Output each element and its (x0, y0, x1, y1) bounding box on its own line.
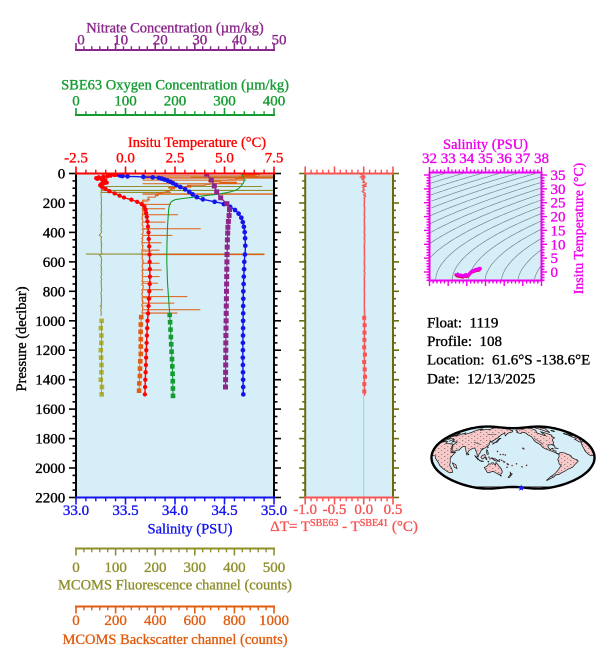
svg-text:35: 35 (478, 151, 493, 167)
svg-text:0: 0 (77, 33, 85, 49)
svg-text:400: 400 (43, 225, 66, 241)
svg-text:600: 600 (43, 255, 66, 271)
svg-text:-0.5: -0.5 (323, 502, 347, 518)
svg-text:800: 800 (223, 613, 246, 629)
svg-text:30: 30 (192, 33, 207, 49)
svg-text:300: 300 (213, 94, 236, 110)
svg-text:400: 400 (144, 613, 167, 629)
svg-text:200: 200 (43, 196, 66, 212)
svg-text:SBE63 Oxygen Concentration (µm: SBE63 Oxygen Concentration (µm/kg) (61, 78, 289, 94)
svg-text:35.0: 35.0 (261, 503, 287, 519)
svg-text:1000: 1000 (35, 314, 65, 330)
svg-text:Date: 12/13/2025: Date: 12/13/2025 (427, 372, 535, 388)
svg-text:37: 37 (515, 151, 531, 167)
svg-text:2000: 2000 (35, 461, 65, 477)
svg-text:1600: 1600 (35, 402, 65, 418)
svg-text:38: 38 (534, 151, 549, 167)
svg-text:400: 400 (263, 94, 286, 110)
svg-text:1000: 1000 (259, 613, 289, 629)
svg-text:36: 36 (497, 151, 513, 167)
svg-text:50: 50 (272, 33, 287, 49)
svg-text:20: 20 (153, 33, 168, 49)
svg-text:30: 30 (551, 182, 566, 198)
svg-text:Insitu Temperature (°C): Insitu Temperature (°C) (571, 163, 587, 295)
svg-text:10: 10 (551, 237, 566, 253)
svg-text:0: 0 (58, 167, 66, 183)
svg-text:34: 34 (459, 151, 475, 167)
svg-text:7.5: 7.5 (265, 151, 284, 167)
svg-text:15: 15 (551, 223, 566, 239)
svg-text:400: 400 (223, 560, 246, 576)
svg-text:-2.5: -2.5 (64, 151, 88, 167)
svg-text:MCOMS Fluorescence channel (co: MCOMS Fluorescence channel (counts) (58, 578, 292, 594)
svg-text:0: 0 (72, 613, 80, 629)
svg-text:800: 800 (43, 284, 66, 300)
svg-text:Profile: 108: Profile: 108 (427, 334, 502, 350)
svg-text:0: 0 (72, 94, 80, 110)
svg-text:Salinity (PSU): Salinity (PSU) (148, 522, 233, 538)
svg-text:-1.0: -1.0 (293, 502, 317, 518)
svg-text:33: 33 (441, 151, 456, 167)
svg-text:500: 500 (263, 560, 286, 576)
svg-text:200: 200 (144, 560, 167, 576)
svg-text:ΔT= TSBE63 - TSBE41 (°C): ΔT= TSBE63 - TSBE41 (°C) (270, 518, 418, 535)
svg-text:1200: 1200 (35, 343, 65, 359)
svg-text:200: 200 (164, 94, 187, 110)
svg-text:0.0: 0.0 (116, 151, 135, 167)
svg-text:100: 100 (104, 560, 127, 576)
svg-text:0: 0 (72, 560, 80, 576)
svg-text:Salinity (PSU): Salinity (PSU) (443, 137, 528, 153)
svg-text:5.0: 5.0 (215, 151, 234, 167)
svg-text:200: 200 (104, 613, 127, 629)
svg-text:Float: 1119: Float: 1119 (427, 316, 498, 332)
svg-text:2200: 2200 (35, 491, 65, 507)
svg-text:300: 300 (184, 560, 207, 576)
svg-text:5: 5 (551, 251, 559, 267)
svg-text:32: 32 (422, 151, 437, 167)
svg-text:MCOMS Backscatter channel (cou: MCOMS Backscatter channel (counts) (62, 632, 287, 648)
svg-text:600: 600 (184, 613, 207, 629)
svg-text:33.0: 33.0 (63, 503, 89, 519)
svg-text:100: 100 (114, 94, 137, 110)
svg-text:33.5: 33.5 (112, 503, 138, 519)
svg-text:Nitrate Concentration (µm/kg): Nitrate Concentration (µm/kg) (86, 20, 264, 36)
svg-text:25: 25 (551, 196, 566, 212)
svg-text:0.0: 0.0 (354, 502, 373, 518)
svg-text:40: 40 (232, 33, 247, 49)
svg-text:Pressure (decibar): Pressure (decibar) (14, 286, 30, 391)
svg-text:34.5: 34.5 (211, 503, 237, 519)
svg-text:20: 20 (551, 210, 566, 226)
svg-text:2.5: 2.5 (166, 151, 185, 167)
svg-text:Location: 61.6°S -138.6°E: Location: 61.6°S -138.6°E (427, 353, 590, 369)
svg-text:34.0: 34.0 (162, 503, 188, 519)
svg-text:35: 35 (551, 168, 566, 184)
svg-text:Insitu Temperature (°C): Insitu Temperature (°C) (128, 135, 266, 151)
svg-text:1400: 1400 (35, 373, 65, 389)
svg-text:10: 10 (113, 33, 128, 49)
svg-text:0: 0 (551, 265, 559, 281)
svg-text:1800: 1800 (35, 432, 65, 448)
svg-text:0.5: 0.5 (384, 502, 403, 518)
